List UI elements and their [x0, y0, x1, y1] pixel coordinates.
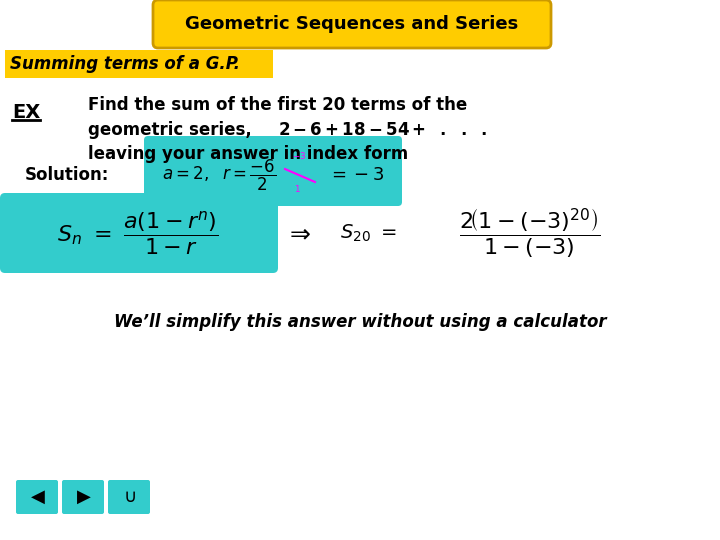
FancyBboxPatch shape	[153, 0, 551, 48]
FancyBboxPatch shape	[5, 50, 273, 78]
Text: $S_{20}\ =$: $S_{20}\ =$	[340, 222, 397, 244]
Text: $\mathbf{2 - 6 + 18 - 54 +\ \ .\ \ .\ \ .}$: $\mathbf{2 - 6 + 18 - 54 +\ \ .\ \ .\ \ …	[278, 121, 487, 139]
Text: Geometric Sequences and Series: Geometric Sequences and Series	[185, 15, 518, 33]
FancyBboxPatch shape	[62, 480, 104, 514]
Text: $= -3$: $= -3$	[328, 166, 384, 184]
Text: $\Rightarrow$: $\Rightarrow$	[284, 221, 311, 245]
Text: Summing terms of a G.P.: Summing terms of a G.P.	[10, 55, 240, 73]
Text: $\blacktriangleleft$: $\blacktriangleleft$	[27, 488, 47, 506]
Text: leaving your answer in index form: leaving your answer in index form	[88, 145, 408, 163]
Text: $^{-3}$: $^{-3}$	[292, 152, 306, 165]
Text: $\blacktriangleright$: $\blacktriangleright$	[73, 488, 93, 506]
Text: $^{\ 1}$: $^{\ 1}$	[292, 186, 302, 199]
Text: Find the sum of the first 20 terms of the: Find the sum of the first 20 terms of th…	[88, 96, 467, 114]
Text: $S_n\ =\ \dfrac{a\left(1-r^n\right)}{1-r}$: $S_n\ =\ \dfrac{a\left(1-r^n\right)}{1-r…	[58, 209, 219, 257]
Text: $\cup$: $\cup$	[122, 488, 135, 506]
Text: $\dfrac{2\!\left(1-(-3)^{20}\right)}{1-(-3)}$: $\dfrac{2\!\left(1-(-3)^{20}\right)}{1-(…	[459, 206, 600, 260]
FancyBboxPatch shape	[108, 480, 150, 514]
Text: Solution:: Solution:	[25, 166, 109, 184]
Text: geometric series,: geometric series,	[88, 121, 252, 139]
Text: EX: EX	[12, 103, 40, 122]
FancyBboxPatch shape	[0, 193, 278, 273]
FancyBboxPatch shape	[144, 136, 402, 206]
Text: $a=2,\ \ r=\dfrac{-6}{2}$: $a=2,\ \ r=\dfrac{-6}{2}$	[162, 157, 276, 193]
FancyBboxPatch shape	[16, 480, 58, 514]
Text: We’ll simplify this answer without using a calculator: We’ll simplify this answer without using…	[114, 313, 606, 331]
